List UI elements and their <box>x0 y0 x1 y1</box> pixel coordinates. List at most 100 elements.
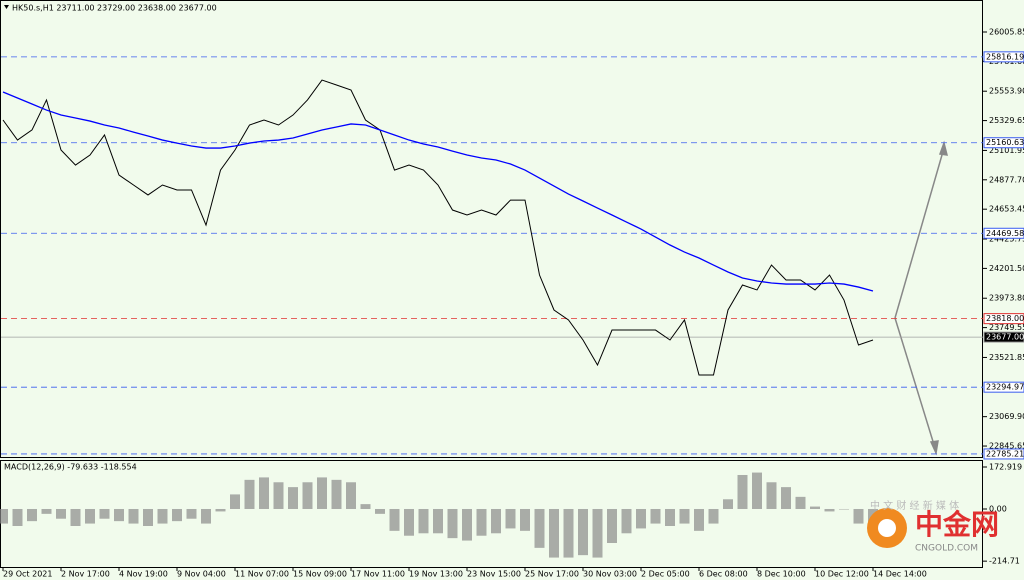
macd-bar <box>186 508 197 519</box>
y-tick-label: 26005.85 <box>989 27 1024 36</box>
site: CNGOLD.COM <box>915 544 978 554</box>
macd-bar <box>27 508 37 522</box>
macd-bar <box>99 508 110 519</box>
macd-bar <box>636 508 646 529</box>
price-line <box>2 79 874 376</box>
macd-bar <box>114 508 124 522</box>
level-tag <box>983 51 1024 63</box>
main-frame <box>0 0 983 458</box>
level-label: 24469.58 <box>986 229 1024 238</box>
macd-bar <box>302 482 313 509</box>
macd-bar <box>737 474 748 509</box>
logo-inner <box>878 519 896 537</box>
y-tick-label: 25329.65 <box>989 116 1024 125</box>
macd-bar <box>389 508 400 531</box>
macd-bar <box>752 472 762 509</box>
macd-bar <box>404 508 414 536</box>
macd-bar <box>810 506 820 509</box>
macd-bar <box>621 508 632 534</box>
x-tick-label: 15 Nov 09:00 <box>293 570 347 579</box>
level-label: 25816.19 <box>986 52 1024 61</box>
x-tick-label: 29 Oct 2021 <box>3 570 52 579</box>
macd-bar <box>650 508 661 524</box>
macd-bar <box>12 508 23 526</box>
y-tick-label: 25553.90 <box>989 87 1024 96</box>
slogan: 中 文 财 经 新 媒 体 <box>870 499 959 512</box>
level-tag <box>983 137 1024 149</box>
y-tick-label: 25101.95 <box>989 146 1024 155</box>
menu-arrow <box>4 5 9 9</box>
macd-bar <box>360 504 371 509</box>
level-label: 23677.00 <box>986 333 1024 342</box>
y-tick-label: 24201.50 <box>989 264 1024 273</box>
macd-bar <box>215 508 226 512</box>
macd-bar <box>143 508 153 526</box>
y-tick-label: 23521.85 <box>989 353 1024 362</box>
level-tag <box>983 331 1024 343</box>
macd-bar <box>0 508 8 524</box>
level-label: 22785.21 <box>986 449 1024 458</box>
x-tick-label: 2 Nov 17:00 <box>61 570 110 579</box>
chart-title: HK50.s,H1 23711.00 23729.00 23638.00 236… <box>12 4 217 13</box>
y-tick-label: 23973.80 <box>989 294 1024 303</box>
forecast-arrows <box>894 140 948 456</box>
x-tick-label: 11 Nov 07:00 <box>235 570 289 579</box>
x-tick-label: 25 Nov 17:00 <box>525 570 579 579</box>
macd-bar <box>41 508 52 514</box>
macd-bar <box>273 482 284 509</box>
macd-bar <box>157 508 168 524</box>
macd-bar <box>418 508 429 534</box>
level-tag <box>983 227 1024 239</box>
level-tag <box>983 448 1024 460</box>
macd-bar <box>462 508 472 541</box>
macd-bar <box>85 508 95 524</box>
x-tick-label: 19 Nov 13:00 <box>409 570 463 579</box>
macd-bar <box>578 508 588 556</box>
macd-bar <box>679 508 690 524</box>
macd-bar <box>244 479 255 509</box>
y-tick-label: 23749.55 <box>989 323 1024 332</box>
macd-bar <box>505 508 516 529</box>
x-tick-label: 14 Dec 14:00 <box>873 570 927 579</box>
level-tag <box>983 313 1024 325</box>
y-tick-label: 24877.70 <box>989 175 1024 184</box>
y-tick-label: -214.71 <box>989 557 1020 566</box>
x-tick-label: 23 Nov 15:00 <box>467 570 521 579</box>
macd-bar <box>172 508 182 522</box>
x-tick-label: 2 Dec 05:00 <box>641 570 690 579</box>
macd-bar <box>433 508 443 534</box>
macd-bar <box>70 508 81 526</box>
macd-title: MACD(12,26,9) -79.633 -118.554 <box>4 463 137 472</box>
x-tick-label: 8 Dec 10:00 <box>757 570 806 579</box>
y-tick-label: 23069.90 <box>989 412 1024 421</box>
macd-bar <box>563 508 574 558</box>
macd-bar <box>694 508 704 531</box>
brand: 中金网 <box>915 508 999 541</box>
macd-bar <box>288 487 298 509</box>
macd-bar <box>375 508 385 514</box>
macd-bar <box>331 479 342 509</box>
macd-bar <box>56 508 66 519</box>
macd-bar <box>723 499 733 509</box>
x-tick-label: 9 Nov 04:00 <box>177 570 226 579</box>
macd-bar <box>708 508 719 524</box>
macd-bar <box>201 508 211 524</box>
macd-bar <box>795 496 806 509</box>
macd-bar <box>476 508 487 536</box>
macd-bar <box>853 508 864 524</box>
y-tick-label: 22845.65 <box>989 442 1024 451</box>
macd-bar <box>592 508 603 558</box>
x-tick-label: 6 Dec 08:00 <box>699 570 748 579</box>
macd-bar <box>839 508 849 510</box>
level-label: 23818.00 <box>986 314 1024 323</box>
y-tick-label: 24653.45 <box>989 205 1024 214</box>
level-label: 23294.97 <box>986 383 1024 392</box>
macd-bar <box>520 508 530 531</box>
y-tick-label: 0.00 <box>989 504 1007 513</box>
level-tag <box>983 381 1024 393</box>
macd-bar <box>781 487 791 509</box>
macd-bar <box>766 482 777 509</box>
x-tick-label: 4 Nov 19:00 <box>119 570 168 579</box>
macd-bar <box>665 508 675 526</box>
